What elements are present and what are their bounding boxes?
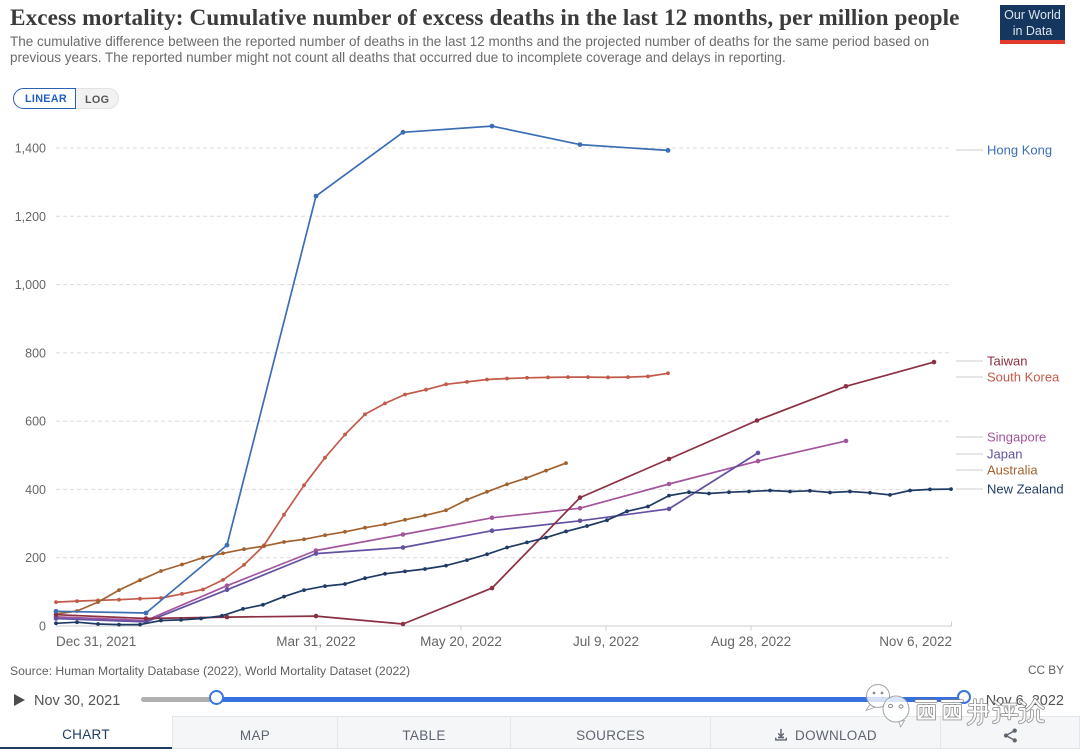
svg-text:South Korea: South Korea [987,370,1060,385]
svg-text:Mar 31, 2022: Mar 31, 2022 [276,634,356,649]
svg-text:1,200: 1,200 [15,210,46,224]
svg-text:Aug 28, 2022: Aug 28, 2022 [711,634,791,649]
svg-text:Australia: Australia [987,463,1038,478]
svg-text:600: 600 [25,415,46,429]
svg-text:Nov 6, 2022: Nov 6, 2022 [879,634,952,649]
svg-text:200: 200 [25,551,46,565]
svg-text:0: 0 [39,620,46,634]
svg-text:Taiwan: Taiwan [987,354,1027,369]
svg-text:Jul 9, 2022: Jul 9, 2022 [573,634,639,649]
svg-text:1,000: 1,000 [15,278,46,292]
svg-text:1,400: 1,400 [15,142,46,156]
svg-text:Singapore: Singapore [987,430,1046,445]
svg-text:May 20, 2022: May 20, 2022 [420,634,502,649]
svg-text:400: 400 [25,483,46,497]
svg-text:New Zealand: New Zealand [987,482,1064,497]
svg-text:Hong Kong: Hong Kong [987,143,1052,158]
svg-text:Dec 31, 2021: Dec 31, 2021 [56,634,136,649]
svg-text:800: 800 [25,346,46,360]
svg-text:Japan: Japan [987,447,1022,462]
